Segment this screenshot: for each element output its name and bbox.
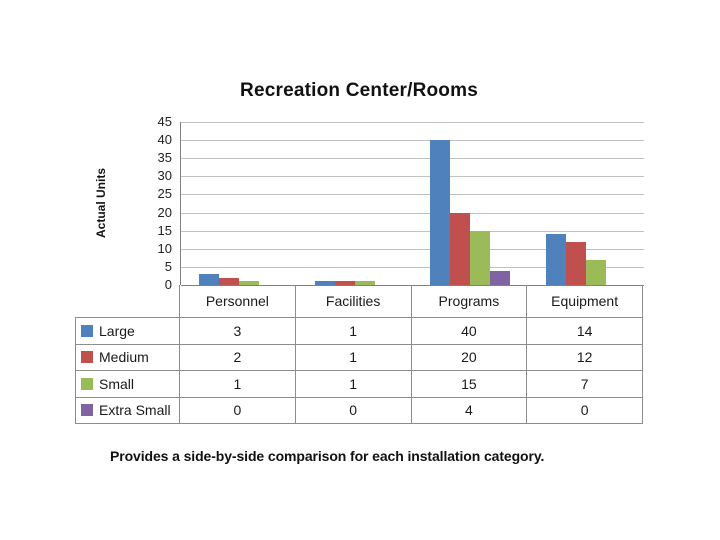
gridline [181, 248, 644, 250]
legend-label: Medium [99, 349, 149, 366]
category-header-programs: Programs [411, 285, 528, 318]
y-tick-label: 5 [164, 258, 172, 274]
plot-area [180, 122, 644, 286]
y-tick-label: 0 [164, 277, 172, 292]
bar-large-personnel [198, 274, 219, 285]
legend-label: Small [99, 375, 135, 392]
bar-medium-personnel [218, 277, 239, 285]
bar-large-programs [430, 140, 451, 285]
y-tick-label: 20 [157, 204, 172, 220]
bar-medium-facilities [334, 281, 355, 285]
value-cell-small-programs: 15 [411, 371, 528, 398]
legend-cell-large: Large [75, 318, 180, 345]
gridline [181, 266, 644, 268]
value-cell-small-facilities: 1 [295, 371, 412, 398]
legend-cell-extra-small: Extra Small [75, 397, 180, 424]
y-axis-tick-labels: 45 40 35 30 25 20 15 10 5 0 [98, 0, 172, 300]
legend-cell-medium: Medium [75, 344, 180, 371]
value-cell-medium-facilities: 1 [295, 344, 412, 371]
legend-swatch-large [81, 324, 93, 337]
gridline [181, 122, 644, 123]
gridline [181, 176, 644, 178]
value-cell-extra-small-equipment: 0 [527, 397, 643, 424]
bar-large-facilities [314, 281, 335, 285]
bar-small-equipment [586, 259, 607, 285]
value-cell-large-programs: 40 [411, 318, 528, 345]
bar-large-equipment [546, 234, 567, 285]
gridline [181, 194, 644, 196]
value-cell-large-equipment: 14 [527, 318, 643, 345]
value-cell-medium-programs: 20 [411, 344, 528, 371]
category-header-personnel: Personnel [180, 285, 296, 318]
y-tick-label: 30 [157, 168, 172, 184]
y-tick-label: 40 [157, 132, 172, 148]
y-tick-label: 35 [157, 150, 172, 166]
legend-label: Extra Small [99, 402, 171, 419]
bar-extra-small-programs [490, 270, 511, 285]
value-cell-large-facilities: 1 [295, 318, 412, 345]
bar-small-personnel [238, 281, 259, 285]
legend-swatch-medium [81, 351, 93, 364]
value-cell-medium-personnel: 2 [180, 344, 296, 371]
category-header-facilities: Facilities [295, 285, 412, 318]
value-cell-extra-small-programs: 4 [411, 397, 528, 424]
gridline [181, 140, 644, 142]
legend-swatch-extra-small [81, 404, 93, 417]
value-cell-medium-equipment: 12 [527, 344, 643, 371]
bar-small-programs [470, 230, 491, 285]
legend-cell-small: Small [75, 371, 180, 398]
y-tick-label: 25 [157, 186, 172, 202]
table-corner-cell [75, 285, 180, 318]
chart-title: Recreation Center/Rooms [240, 80, 478, 101]
value-cell-small-personnel: 1 [180, 371, 296, 398]
bar-medium-programs [450, 212, 471, 285]
bar-small-facilities [354, 281, 375, 285]
value-cell-extra-small-personnel: 0 [180, 397, 296, 424]
bar-medium-equipment [566, 241, 587, 285]
value-cell-large-personnel: 3 [180, 318, 296, 345]
legend-label: Large [99, 322, 135, 339]
data-table: Personnel Facilities Programs Equipment Larg… [75, 285, 643, 424]
gridline [181, 230, 644, 232]
value-cell-small-equipment: 7 [527, 371, 643, 398]
category-header-equipment: Equipment [527, 285, 643, 318]
slide-caption: Provides a side-by-side comparison for e… [110, 448, 545, 464]
y-tick-label: 45 [157, 114, 172, 129]
y-tick-label: 10 [157, 240, 172, 256]
gridline [181, 158, 644, 160]
legend-swatch-small [81, 377, 93, 390]
value-cell-extra-small-facilities: 0 [295, 397, 412, 424]
x-axis-line [181, 285, 644, 286]
y-tick-label: 15 [157, 222, 172, 238]
gridline [181, 212, 644, 214]
